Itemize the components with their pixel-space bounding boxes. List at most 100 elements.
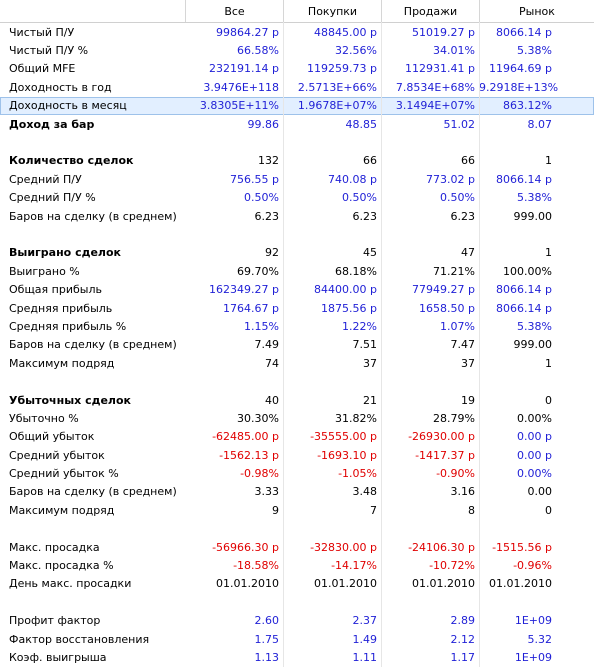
value-cell: 999.00 [513, 209, 553, 223]
value-cell: -1693.10 р [317, 448, 377, 462]
row-label: Доходность в год [9, 80, 112, 94]
column-header-all[interactable]: Все [185, 0, 283, 22]
table-row[interactable]: Баров на сделку (в среднем) 3.33 3.48 3.16 0… [0, 483, 594, 501]
table-row[interactable]: Средняя прибыль 1764.67 р 1875.56 р 1658.50… [0, 299, 594, 317]
value-cell: 9.2918E+13% [479, 80, 559, 94]
value-cell: -14.17% [331, 559, 377, 573]
table-row[interactable]: День макс. просадки 01.01.2010 01.01.2010 0… [0, 575, 594, 593]
table-row[interactable]: Профит фактор 2.60 2.37 2.89 1E+09 [0, 612, 594, 630]
value-cell: 7.8534E+68% [395, 80, 475, 94]
table-row[interactable]: Количество сделок 132 66 66 1 [0, 152, 594, 170]
row-label: Макс. просадка % [9, 559, 114, 573]
table-row[interactable]: Средний убыток -1562.13 р -1693.10 р -1417.… [0, 446, 594, 464]
value-cell: 01.01.2010 [489, 577, 552, 591]
table-row[interactable]: Общий MFE 232191.14 р 119259.73 р 112931.41… [0, 60, 594, 78]
row-label: Выиграно сделок [9, 246, 122, 260]
value-cell: 2.12 [450, 632, 476, 646]
value-cell: 48.85 [345, 117, 378, 131]
value-cell: -1562.13 р [219, 448, 279, 462]
value-cell: 1.11 [352, 650, 378, 664]
value-cell: -1515.56 р [492, 540, 552, 554]
value-cell: 7.47 [450, 338, 476, 352]
value-cell: 0.50% [440, 191, 475, 205]
value-cell: 8066.14 р [496, 301, 552, 315]
value-cell: 40 [265, 393, 279, 407]
table-row[interactable]: Выиграно сделок 92 45 47 1 [0, 244, 594, 262]
value-cell: 71.21% [433, 264, 475, 278]
column-header-short[interactable]: Продажи [381, 0, 479, 22]
value-cell: 31.82% [335, 411, 377, 425]
value-cell: 11964.69 р [489, 62, 552, 76]
value-cell: 45 [363, 246, 377, 260]
column-header-market[interactable]: Рынок [479, 0, 594, 22]
value-cell: 863.12% [503, 99, 552, 113]
table-row[interactable]: Доход за бар 99.86 48.85 51.02 8.07 [0, 115, 594, 133]
value-cell: 1764.67 р [223, 301, 279, 315]
value-cell: 0.00% [517, 411, 552, 425]
row-label: Доходность в месяц [9, 99, 127, 113]
row-label: Баров на сделку (в среднем) [9, 485, 177, 499]
table-row[interactable]: Общая прибыль 162349.27 р 84400.00 р 77949.… [0, 280, 594, 298]
table-row[interactable]: Фактор восстановления 1.75 1.49 2.12 5.32 [0, 630, 594, 648]
table-row[interactable]: Средняя прибыль % 1.15% 1.22% 1.07% 5.38% [0, 317, 594, 335]
value-cell: 66.58% [237, 44, 279, 58]
value-cell: 6.23 [254, 209, 280, 223]
value-cell: 66 [461, 154, 475, 168]
table-row[interactable]: Средний убыток % -0.98% -1.05% -0.90% 0.00% [0, 464, 594, 482]
value-cell: 1.13 [254, 650, 280, 664]
value-cell: 68.18% [335, 264, 377, 278]
value-cell: 8 [468, 503, 475, 517]
table-row[interactable]: Средний П/У 756.55 р 740.08 р 773.02 р 8066.… [0, 170, 594, 188]
table-row[interactable]: Убыточно % 30.30% 31.82% 28.79% 0.00% [0, 409, 594, 427]
value-cell: 1 [545, 356, 552, 370]
row-label: Коэф. выигрыша [9, 650, 107, 664]
row-label: Макс. просадка [9, 540, 100, 554]
table-row[interactable]: Доходность в год 3.9476E+118 2.5713E+66% 7.… [0, 78, 594, 96]
value-cell: 6.23 [352, 209, 378, 223]
value-cell: 3.1494E+07% [395, 99, 475, 113]
spacer-row [0, 520, 594, 538]
value-cell: 3.16 [450, 485, 476, 499]
value-cell: 132 [258, 154, 279, 168]
table-row[interactable]: Макс. просадка % -18.58% -14.17% -10.72% -0.… [0, 556, 594, 574]
row-label: Максимум подряд [9, 356, 115, 370]
value-cell: -24106.30 р [408, 540, 475, 554]
table-row[interactable]: Доходность в месяц 3.8305E+11% 1.9678E+07%… [0, 96, 594, 115]
table-row[interactable]: Максимум подряд 74 37 37 1 [0, 354, 594, 372]
value-cell: 84400.00 р [314, 283, 377, 297]
row-label: Убыточно % [9, 411, 79, 425]
value-cell: 3.48 [352, 485, 378, 499]
table-row[interactable]: Максимум подряд 9 7 8 0 [0, 501, 594, 519]
value-cell: 3.33 [254, 485, 280, 499]
value-cell: 1875.56 р [321, 301, 377, 315]
table-row[interactable]: Баров на сделку (в среднем) 7.49 7.51 7.47 9… [0, 336, 594, 354]
value-cell: 0.00 р [517, 430, 552, 444]
table-row[interactable]: Общий убыток -62485.00 р -35555.00 р -26930… [0, 428, 594, 446]
value-cell: 37 [363, 356, 377, 370]
value-cell: 3.9476E+118 [203, 80, 279, 94]
value-cell: 7.51 [352, 338, 378, 352]
value-cell: 1.15% [244, 319, 279, 333]
table-row[interactable]: Баров на сделку (в среднем) 6.23 6.23 6.23 9… [0, 207, 594, 225]
value-cell: 7 [370, 503, 377, 517]
value-cell: -0.96% [513, 559, 552, 573]
table-row[interactable]: Выиграно % 69.70% 68.18% 71.21% 100.00% [0, 262, 594, 280]
value-cell: 5.38% [517, 319, 552, 333]
value-cell: 34.01% [433, 44, 475, 58]
column-header-row: Все Покупки Продажи Рынок [0, 0, 594, 23]
table-row[interactable]: Средний П/У % 0.50% 0.50% 0.50% 5.38% [0, 189, 594, 207]
row-label: Общий MFE [9, 62, 76, 76]
table-row[interactable]: Чистый П/У 99864.27 р 48845.00 р 51019.27 р… [0, 23, 594, 41]
table-row[interactable]: Макс. просадка -56966.30 р -32830.00 р -241… [0, 538, 594, 556]
value-cell: 21 [363, 393, 377, 407]
column-header-long[interactable]: Покупки [283, 0, 381, 22]
value-cell: 51.02 [443, 117, 476, 131]
value-cell: 756.55 р [230, 172, 279, 186]
value-cell: 1.75 [254, 632, 280, 646]
table-row[interactable]: Коэф. выигрыша 1.13 1.11 1.17 1E+09 [0, 648, 594, 666]
table-row[interactable]: Убыточных сделок 40 21 19 0 [0, 391, 594, 409]
row-label: День макс. просадки [9, 577, 132, 591]
row-label: Чистый П/У [9, 25, 75, 39]
table-row[interactable]: Чистый П/У % 66.58% 32.56% 34.01% 5.38% [0, 41, 594, 59]
